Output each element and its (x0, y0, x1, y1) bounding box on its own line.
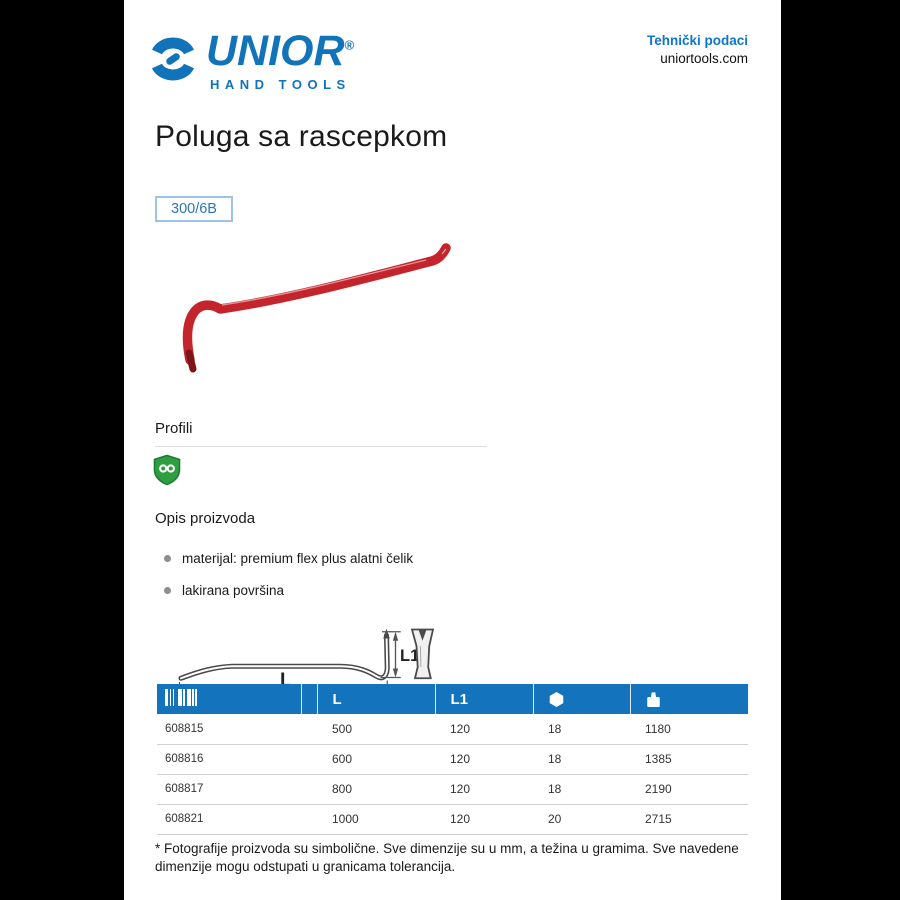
table-row: 608821 1000 120 20 2715 (157, 804, 748, 835)
dim-label-L1: L1 (400, 647, 419, 665)
cell-hex: 20 (533, 804, 630, 835)
cell-weight: 2190 (630, 774, 748, 805)
brand-wordmark: UNIOR® HAND TOOLS (206, 30, 354, 93)
cell-article: 608821 (157, 804, 301, 835)
website-link[interactable]: uniortools.com (660, 51, 748, 67)
cell-hex: 18 (533, 714, 630, 745)
unior-logo-icon (151, 37, 195, 81)
column-header-length: L (317, 684, 436, 714)
cell-article: 608816 (157, 744, 301, 775)
barcode-icon (165, 688, 199, 706)
table-row: 608816 600 120 18 1385 (157, 744, 748, 775)
datasheet-page: UNIOR® HAND TOOLS Tehnički podaci uniort… (124, 0, 781, 900)
cell-l1: 120 (435, 714, 533, 745)
profiles-heading: Profili (155, 420, 193, 437)
table-row: 608815 500 120 18 1180 (157, 714, 748, 745)
description-list: materijal: premium flex plus alatni čeli… (155, 551, 575, 598)
product-photo-crowbar (182, 243, 451, 373)
cell-length: 1000 (317, 804, 435, 835)
cell-l1: 120 (435, 804, 533, 835)
hex-profile-icon (549, 691, 563, 707)
technical-drawing: L L1 (178, 628, 435, 696)
page-title: Poluga sa rascepkom (155, 120, 448, 153)
cell-weight: 1385 (630, 744, 748, 775)
cell-article: 608817 (157, 774, 301, 805)
spec-table: L L1 608815 500 120 (157, 684, 748, 835)
doc-type-label: Tehnički podaci (646, 33, 748, 48)
footnote: * Fotografije proizvoda su simbolične. S… (155, 841, 739, 874)
shield-infinity-icon (153, 454, 181, 486)
profiles-divider (155, 446, 487, 447)
table-row: 608817 800 120 18 2190 (157, 774, 748, 805)
cell-length: 800 (317, 774, 435, 805)
cell-weight: 1180 (630, 714, 748, 745)
cell-l1: 120 (435, 774, 533, 805)
cell-length: 500 (317, 714, 435, 745)
cell-l1: 120 (435, 744, 533, 775)
header-right: Tehnički podaci uniortools.com (647, 32, 748, 68)
cell-length: 600 (317, 744, 435, 775)
cell-hex: 18 (533, 774, 630, 805)
cell-article: 608815 (157, 714, 301, 745)
brand-name: UNIOR® (206, 30, 354, 73)
letterbox-right (781, 0, 900, 900)
spec-table-header-row: L L1 (157, 684, 748, 714)
product-code-badge: 300/6B (155, 196, 233, 222)
brand-name-text: UNIOR (206, 27, 345, 75)
cell-weight: 2715 (630, 804, 748, 835)
section-profiles: Profili (155, 420, 487, 447)
weight-icon (646, 691, 660, 707)
description-heading: Opis proizvoda (155, 510, 256, 527)
list-item: lakirana površina (155, 583, 575, 598)
list-item: materijal: premium flex plus alatni čeli… (155, 551, 575, 566)
column-header-spacer (301, 684, 318, 714)
registered-mark: ® (344, 37, 355, 53)
column-header-article (157, 684, 302, 714)
column-header-hex (533, 684, 631, 714)
cell-hex: 18 (533, 744, 630, 775)
column-header-l1: L1 (435, 684, 534, 714)
column-header-weight (630, 684, 748, 714)
letterbox-left (0, 0, 124, 900)
brand-tagline: HAND TOOLS (210, 77, 351, 92)
section-description: Opis proizvoda materijal: premium flex p… (155, 510, 575, 615)
